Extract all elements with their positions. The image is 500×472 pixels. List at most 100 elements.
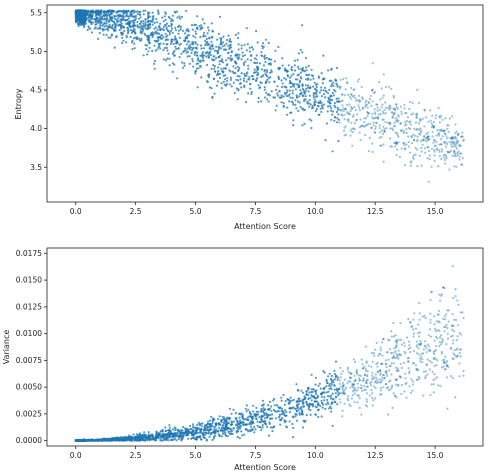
scatter-point [118,28,121,32]
scatter-point [179,28,182,31]
scatter-point [433,323,436,326]
scatter-point [304,84,307,87]
scatter-point [397,135,400,138]
scatter-point [219,15,222,18]
scatter-point [98,16,101,19]
scatter-point [270,405,273,408]
scatter-point [186,28,189,31]
scatter-point [288,411,291,414]
scatter-point [412,133,415,136]
scatter-point [437,107,440,110]
scatter-point [402,361,405,364]
scatter-point [395,154,398,157]
scatter-point [386,351,389,354]
scatter-point [345,77,348,80]
scatter-point [379,131,382,134]
scatter-point [371,88,374,91]
scatter-point [445,157,448,160]
scatter-point [147,16,150,19]
scatter-point [411,325,414,328]
scatter-point [432,120,435,124]
scatter-point [179,25,182,28]
scatter-point [308,94,311,97]
scatter-point [266,75,269,78]
scatter-point [119,20,122,24]
scatter-point [428,138,431,141]
scatter-point [224,74,227,77]
scatter-point [355,99,358,102]
scatter-point [107,36,110,39]
scatter-point [102,33,105,36]
scatter-point [191,41,194,44]
scatter-point [425,351,428,354]
scatter-point [269,418,272,421]
scatter-point [341,392,345,395]
scatter-point [212,55,215,58]
scatter-point [133,47,136,50]
scatter-point [307,386,310,390]
scatter-point [366,114,369,117]
scatter-point [405,119,409,123]
scatter-point [196,51,199,54]
scatter-point [143,32,146,35]
scatter-point [164,12,167,15]
scatter-point [346,368,349,371]
scatter-point [262,74,265,77]
scatter-point [420,150,423,153]
scatter-point [459,348,462,351]
scatter-point [407,347,410,351]
scatter-point [446,142,449,146]
scatter-point [264,38,267,41]
scatter-point [203,433,207,436]
scatter-point [296,406,300,409]
scatter-point [76,9,79,12]
scatter-point [285,78,288,81]
scatter-point [99,20,102,23]
scatter-point [409,127,412,131]
scatter-point [443,358,446,361]
scatter-point [84,22,87,25]
scatter-point [401,129,404,132]
scatter-point [446,337,450,340]
scatter-point [451,154,454,157]
scatter-point [450,141,453,145]
scatter-point [181,61,184,64]
scatter-point [334,400,337,404]
scatter-point [90,31,94,34]
scatter-point [441,337,444,341]
scatter-point [364,104,367,107]
scatter-point [190,428,193,431]
scatter-point [251,75,254,78]
scatter-point [443,330,446,333]
scatter-point [353,383,356,386]
scatter-point [238,56,241,59]
scatter-point [444,117,447,120]
scatter-point [453,150,456,153]
scatter-point [413,312,416,315]
scatter-point [271,417,274,420]
scatter-point [455,165,458,168]
scatter-point [243,433,246,436]
scatter-point [427,131,430,134]
scatter-point [173,38,177,41]
scatter-point [159,430,162,433]
scatter-point [102,27,105,30]
scatter-point [452,357,455,361]
scatter-point [99,27,102,30]
scatter-point [414,146,417,150]
scatter-point [303,420,306,423]
scatter-point [162,42,165,45]
scatter-point [344,125,347,128]
scatter-point [409,164,412,167]
scatter-point [399,376,403,379]
scatter-point [445,313,448,316]
scatter-point [229,78,232,81]
scatter-point [301,391,305,394]
scatter-point [393,107,396,110]
scatter-point [368,97,371,101]
scatter-point [399,122,402,125]
scatter-point [461,311,464,314]
scatter-point [313,400,316,403]
scatter-point [453,136,456,139]
scatter-point [314,109,317,112]
